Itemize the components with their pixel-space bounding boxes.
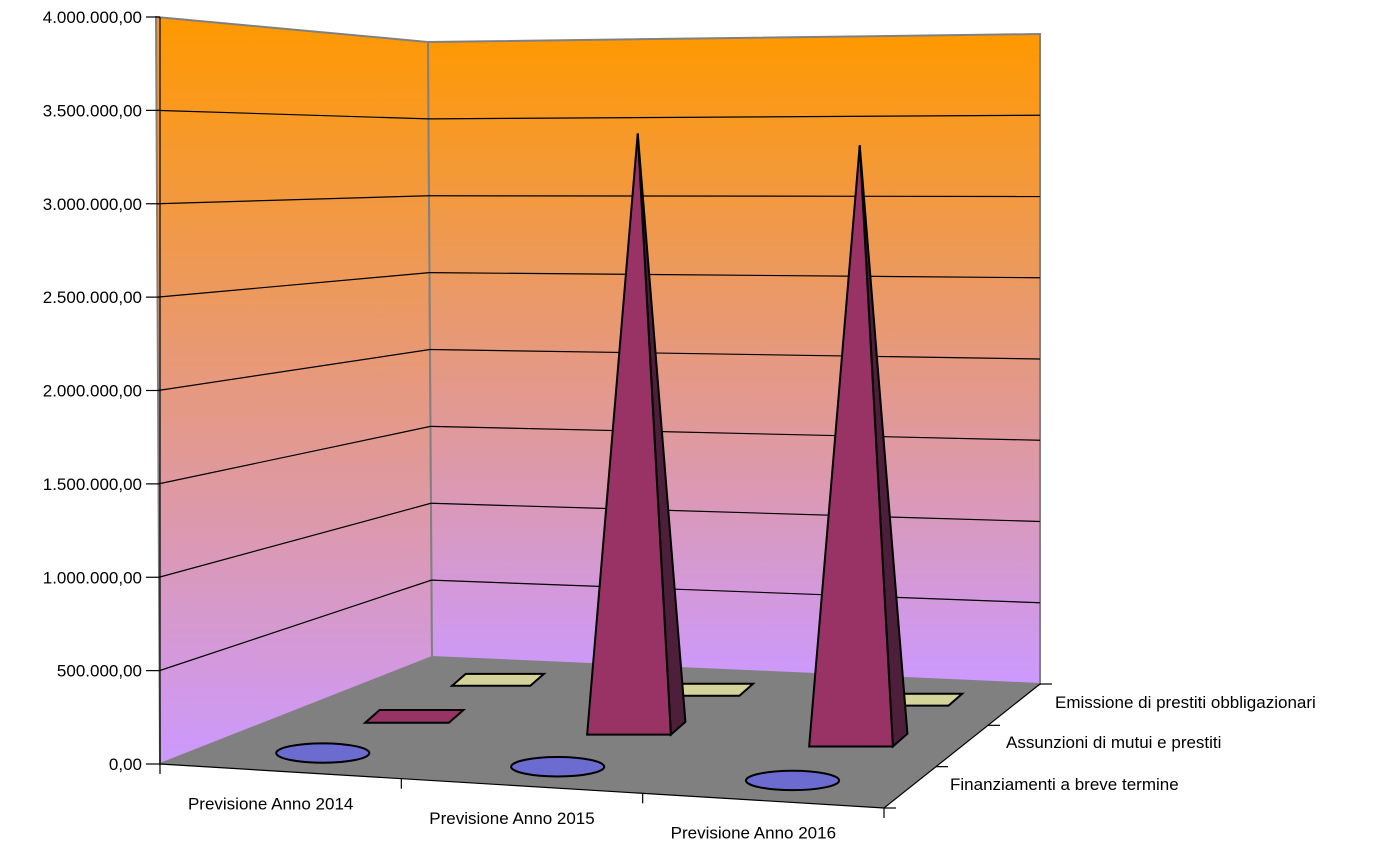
x-axis-line	[159, 763, 885, 809]
y-tick-label: 1.500.000,00	[43, 475, 142, 494]
bar-cylinder	[744, 769, 841, 792]
series-axis-label: Assunzioni di mutui e prestiti	[1006, 733, 1221, 752]
gridline-left	[158, 502, 432, 578]
y-tick-label: 4.000.000,00	[43, 8, 142, 27]
depth-axis-line	[883, 683, 1041, 809]
x-axis-categories: Previsione Anno 2014 Previsione Anno 2015…	[159, 764, 885, 843]
y-tick-label: 3.000.000,00	[43, 195, 142, 214]
x-tick-label: Previsione Anno 2014	[188, 794, 353, 813]
series-axis-label: Emissione di prestiti obbligazionari	[1055, 693, 1316, 712]
x-tick-label: Previsione Anno 2015	[429, 809, 594, 828]
series-axis-labels: Finanziamenti a breve termine Assunzioni …	[884, 683, 1316, 809]
gridline-left	[159, 579, 432, 672]
y-axis-ticks: 0,00 500.000,00 1.000.000,00 1.500.000,00 2.…	[43, 8, 160, 774]
gridline-left	[156, 195, 430, 205]
y-tick-label: 500.000,00	[57, 662, 142, 681]
gridline-left	[156, 109, 429, 120]
y-tick-label: 2.500.000,00	[43, 288, 142, 307]
left-wall	[154, 15, 434, 766]
gridline-back	[428, 114, 1041, 120]
gridline-left	[158, 425, 431, 485]
gridline-back	[428, 195, 1041, 198]
series-axis-label: Finanziamenti a breve termine	[950, 775, 1179, 794]
x-tick-label: Previsione Anno 2016	[671, 824, 836, 843]
gridline-back	[429, 348, 1041, 360]
gridline-back	[430, 425, 1041, 441]
y-tick-label: 0,00	[109, 755, 142, 774]
gridline-back	[429, 272, 1041, 279]
gridlines	[156, 109, 1041, 672]
bar-flat-base	[362, 709, 467, 724]
bar-cylinder	[510, 756, 606, 778]
gridline-left	[157, 348, 431, 392]
gridline-back	[431, 579, 1041, 604]
bar-cylinder	[275, 742, 371, 764]
bar-pyramid	[586, 133, 672, 736]
back-wall	[426, 32, 1041, 686]
y-tick-label: 3.500.000,00	[43, 101, 142, 120]
y-tick-label: 1.000.000,00	[43, 568, 142, 587]
bar-flat-base	[449, 672, 547, 687]
chart-marks	[275, 133, 965, 792]
bar-pyramid	[808, 145, 894, 748]
gridline-left	[157, 272, 430, 298]
y-tick-label: 2.000.000,00	[43, 382, 142, 401]
gridline-back	[430, 502, 1041, 523]
